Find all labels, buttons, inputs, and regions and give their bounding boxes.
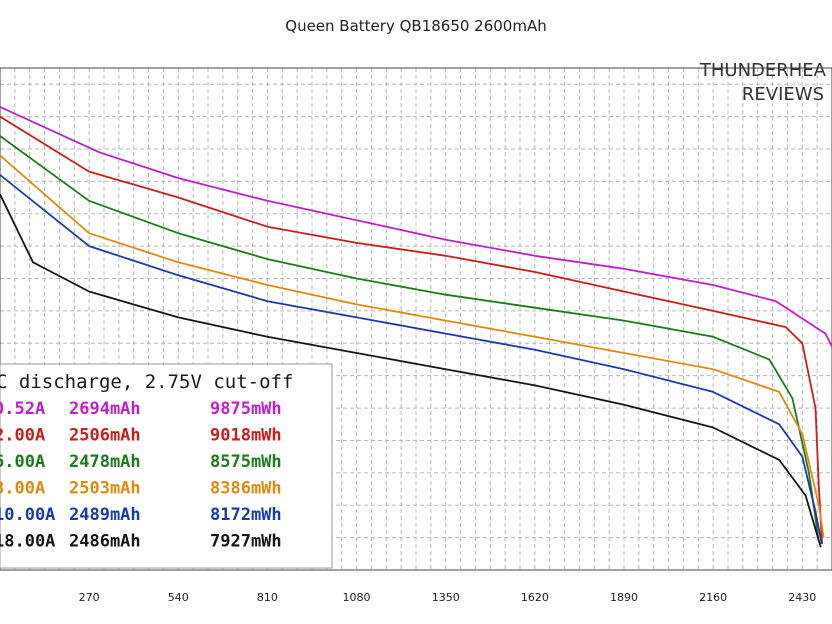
x-tick-label: 270 [79,591,100,604]
legend-current: 18.00A [0,532,55,552]
legend-energy: 7927mWh [210,532,282,552]
legend-capacity: 2506mAh [69,426,141,446]
legend-energy: 8172mWh [210,505,282,525]
chart-title: Queen Battery QB18650 2600mAh [285,17,546,35]
legend-capacity: 2503mAh [69,479,141,499]
series-line-8.00A [0,154,825,538]
legend-energy: 8386mWh [210,479,282,499]
x-tick-label: 1350 [432,591,460,604]
legend-current: 6.00A [0,452,45,472]
x-axis-ticks: 270 540 810 1080 1350 1620 1890 2160 2430 [79,591,817,604]
legend-energy: 8575mWh [210,452,282,472]
series-line-18.00A [0,193,822,548]
x-tick-label: 2430 [788,591,816,604]
series-line-10.00A [0,174,823,545]
watermark-line-2: REVIEWS [742,84,824,105]
legend-capacity: 2694mAh [69,399,141,419]
legend-energy: 9875mWh [210,399,282,419]
legend-current: 8.00A [0,479,45,499]
legend-current: 10.00A [0,505,55,525]
plot-grid [0,68,832,570]
x-tick-label: 540 [168,591,189,604]
legend-capacity: 2478mAh [69,452,141,472]
legend-title: C discharge, 2.75V cut-off [0,371,293,393]
series-line-2.00A [0,115,823,545]
legend-rows: 0.52A 2694mAh 9875mWh 2.00A 2506mAh 9018mWh 6.… [0,399,282,552]
x-tick-label: 1620 [521,591,549,604]
legend-box: C discharge, 2.75V cut-off 0.52A 2694mAh 9… [0,363,333,569]
x-tick-label: 2160 [699,591,727,604]
series-lines [0,106,832,548]
legend-energy: 9018mWh [210,426,282,446]
series-line-0.52A [0,106,832,347]
series-line-6.00A [0,135,819,538]
x-tick-label: 1890 [610,591,638,604]
x-tick-label: 810 [257,591,278,604]
x-tick-label: 1080 [343,591,371,604]
plot-frame [0,67,832,571]
legend-capacity: 2489mAh [69,505,141,525]
legend-current: 2.00A [0,426,45,446]
legend-background [0,363,333,569]
watermark-line-1: THUNDERHEA [699,60,827,81]
legend-current: 0.52A [0,399,45,419]
legend-capacity: 2486mAh [69,532,141,552]
